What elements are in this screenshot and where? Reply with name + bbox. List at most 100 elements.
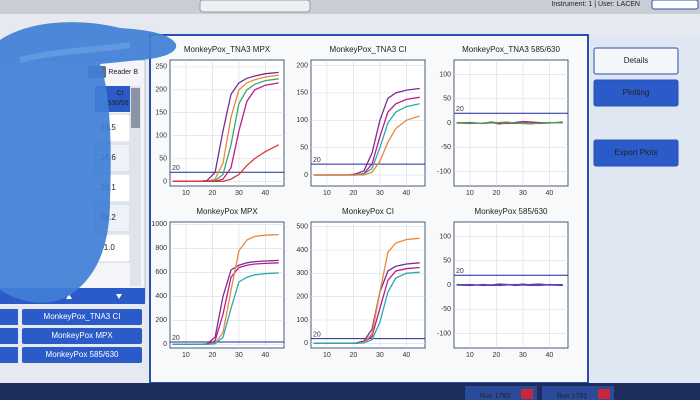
target-side[interactable] (0, 328, 18, 344)
y-tick-label: -100 (437, 330, 451, 337)
target-button[interactable] (22, 347, 142, 363)
scroll-arrows (66, 294, 122, 299)
plot-area (310, 221, 426, 349)
chart-title: MonkeyPox 585/630 (475, 207, 548, 216)
x-tick-label: 20 (209, 190, 217, 197)
y-tick-label: -100 (437, 168, 451, 175)
run-tab[interactable] (542, 386, 614, 400)
reader-label: Reader B (108, 69, 138, 76)
instrument-info: Instrument: 1 | User: LACEN (551, 1, 640, 8)
top-bezel (0, 0, 700, 14)
target-label: MonkeyPox 585/630 (46, 350, 119, 359)
run-close[interactable] (598, 389, 610, 399)
threshold-label: 20 (313, 157, 321, 164)
x-tick-label: 30 (519, 190, 527, 197)
x-tick-label: 30 (235, 352, 243, 359)
side-button-label: Plotting (623, 88, 650, 97)
x-tick-label: 30 (235, 190, 243, 197)
channel-header: 530/56 (107, 100, 129, 107)
chart-title: MonkeyPox_TNA3 MPX (184, 45, 271, 54)
side-button[interactable] (593, 79, 679, 107)
y-tick-label: 0 (447, 120, 451, 127)
target-button[interactable] (22, 309, 142, 325)
x-tick-label: 30 (376, 190, 384, 197)
plot-area (169, 59, 285, 187)
threshold-label: 20 (172, 335, 180, 342)
y-tick-label: 50 (159, 155, 167, 162)
x-tick-label: 20 (350, 352, 358, 359)
y-tick-label: 100 (439, 233, 451, 240)
x-tick-label: 10 (466, 352, 474, 359)
glove-highlight (19, 42, 131, 63)
glove (0, 22, 177, 303)
x-tick-label: 10 (182, 352, 190, 359)
threshold-label: 20 (172, 165, 180, 172)
side-button[interactable] (593, 47, 679, 75)
user-button[interactable] (651, 0, 699, 10)
threshold-label: 20 (456, 268, 464, 275)
target-side[interactable] (0, 347, 18, 363)
amplification-curve (456, 121, 563, 125)
chart-title: MonkeyPox MPX (196, 207, 258, 216)
side-button[interactable] (593, 139, 679, 167)
run-label: Run 1793 (480, 393, 510, 400)
x-tick-label: 40 (262, 190, 270, 197)
x-tick-label: 30 (376, 352, 384, 359)
x-tick-label: 10 (466, 190, 474, 197)
chart-title: MonkeyPox_TNA3 585/630 (462, 45, 560, 54)
y-tick-label: 400 (296, 247, 308, 254)
amplification-curve (172, 144, 279, 183)
y-tick-label: -50 (441, 144, 451, 151)
y-tick-label: 200 (155, 317, 167, 324)
y-tick-label: 400 (155, 293, 167, 300)
target-button[interactable] (22, 328, 142, 344)
x-tick-label: 20 (493, 352, 501, 359)
ct-header: Ct (117, 90, 124, 97)
y-tick-label: 0 (163, 341, 167, 348)
target-side[interactable] (0, 309, 18, 325)
toolbar (199, 0, 311, 13)
target-label: MonkeyPox MPX (51, 331, 113, 340)
y-tick-label: 1000 (151, 221, 167, 228)
y-tick-label: 50 (300, 144, 308, 151)
y-tick-label: 100 (296, 317, 308, 324)
y-tick-label: 200 (296, 62, 308, 69)
side-button-label: Details (624, 56, 648, 65)
run-label: Run 1781 (557, 393, 587, 400)
scrollbar[interactable] (130, 86, 141, 286)
y-tick-label: 600 (155, 269, 167, 276)
x-tick-label: 20 (209, 352, 217, 359)
run-tab[interactable] (465, 386, 537, 400)
chart-title: MonkeyPox_TNA3 CI (330, 45, 407, 54)
x-tick-label: 30 (519, 352, 527, 359)
y-tick-label: 150 (155, 110, 167, 117)
y-tick-label: 500 (296, 224, 308, 231)
scroll-thumb[interactable] (131, 88, 140, 128)
y-tick-label: 200 (296, 294, 308, 301)
y-tick-label: 200 (155, 87, 167, 94)
y-tick-label: 150 (296, 90, 308, 97)
y-tick-label: 250 (155, 64, 167, 71)
threshold-label: 20 (313, 332, 321, 339)
amplification-curve (313, 115, 420, 176)
amplification-curve (313, 271, 420, 344)
y-tick-label: 100 (155, 132, 167, 139)
side-button-label: Export Plots (614, 148, 657, 157)
x-tick-label: 20 (493, 190, 501, 197)
amplification-curve (172, 272, 279, 346)
threshold-label: 20 (456, 106, 464, 113)
y-tick-label: 0 (304, 172, 308, 179)
x-tick-label: 10 (323, 190, 331, 197)
y-tick-label: 50 (443, 96, 451, 103)
chart-title: MonkeyPox CI (342, 207, 394, 216)
y-tick-label: 50 (443, 258, 451, 265)
y-tick-label: 0 (163, 178, 167, 185)
x-tick-label: 40 (403, 352, 411, 359)
y-tick-label: 0 (447, 282, 451, 289)
y-tick-label: 300 (296, 270, 308, 277)
run-close[interactable] (521, 389, 533, 399)
x-tick-label: 10 (182, 190, 190, 197)
y-tick-label: 800 (155, 245, 167, 252)
